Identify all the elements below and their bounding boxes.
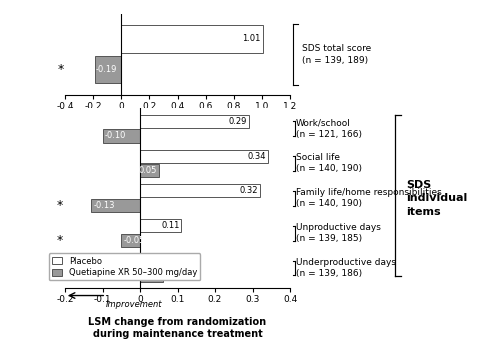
Text: 0.05: 0.05 — [138, 166, 157, 175]
Text: Social life
(n = 140, 190): Social life (n = 140, 190) — [296, 154, 362, 174]
Text: *: * — [57, 199, 63, 212]
Text: -0.05: -0.05 — [123, 236, 144, 245]
Text: SDS total score
(n = 139, 189): SDS total score (n = 139, 189) — [302, 44, 372, 65]
Text: 0.06: 0.06 — [142, 271, 161, 280]
Bar — [140, 164, 159, 177]
Text: Improvement: Improvement — [106, 300, 163, 308]
Text: -0.19: -0.19 — [96, 65, 118, 74]
Text: SDS
individual
items: SDS individual items — [406, 180, 467, 217]
Bar — [91, 199, 140, 212]
Text: Unproductive days
(n = 139, 185): Unproductive days (n = 139, 185) — [296, 223, 380, 243]
Bar — [121, 234, 140, 247]
Text: 0.13: 0.13 — [168, 256, 187, 265]
Bar — [140, 269, 162, 282]
Legend: Placebo, Quetiapine XR 50–300 mg/day: Placebo, Quetiapine XR 50–300 mg/day — [48, 253, 201, 280]
Bar — [140, 254, 189, 267]
Bar — [140, 115, 248, 128]
Text: 0.11: 0.11 — [161, 221, 180, 230]
Text: 1.01: 1.01 — [242, 35, 260, 43]
Text: -0.10: -0.10 — [104, 132, 126, 140]
Text: 0.29: 0.29 — [228, 117, 247, 126]
Text: Underproductive days
(n = 139, 186): Underproductive days (n = 139, 186) — [296, 258, 396, 278]
Text: LSM change from randomization
during maintenance treatment: LSM change from randomization during mai… — [88, 317, 266, 339]
Text: Work/school
(n = 121, 166): Work/school (n = 121, 166) — [296, 119, 362, 139]
Bar — [94, 56, 121, 83]
Text: *: * — [58, 63, 64, 76]
Bar — [140, 149, 268, 163]
Text: Family life/home responsibilities
(n = 140, 190): Family life/home responsibilities (n = 1… — [296, 188, 442, 208]
Text: 0.34: 0.34 — [247, 152, 266, 161]
Bar — [121, 25, 264, 53]
Text: -0.13: -0.13 — [93, 201, 114, 210]
Bar — [140, 184, 260, 198]
Text: 0.32: 0.32 — [240, 186, 258, 195]
Bar — [102, 129, 140, 142]
Bar — [140, 219, 181, 232]
Text: *: * — [57, 234, 63, 247]
